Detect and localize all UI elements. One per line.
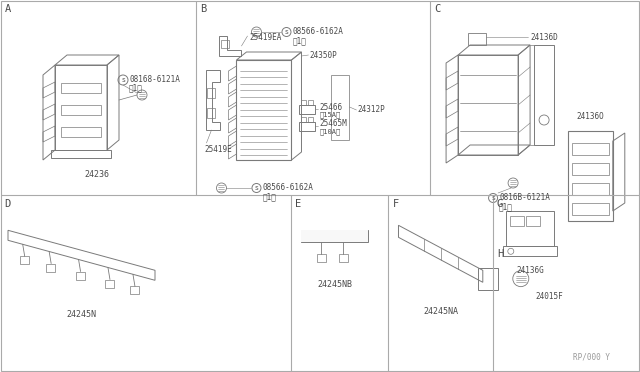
Bar [46,263,55,272]
Text: 24136D: 24136D [530,32,558,42]
Bar [301,100,307,105]
Bar [221,40,230,48]
Bar [458,55,518,155]
Bar [308,117,314,122]
Text: （1）: （1） [292,36,307,45]
Text: 25466: 25466 [319,103,342,112]
Text: 08566-6162A: 08566-6162A [262,183,314,192]
Bar [332,75,349,140]
Bar [301,230,369,242]
Text: 24245NA: 24245NA [423,307,458,316]
Text: C: C [434,4,440,14]
Text: （15A）: （15A） [319,112,340,118]
Text: 08168-6121A: 08168-6121A [129,76,180,84]
Text: 24136O: 24136O [577,112,604,121]
Text: S: S [492,196,495,201]
Bar [308,100,314,105]
Text: 24350P: 24350P [310,51,337,60]
Text: S: S [121,77,125,83]
Bar [572,143,609,155]
Bar [61,127,101,137]
Text: 24136G: 24136G [517,266,545,275]
Bar [468,33,486,45]
Text: S: S [255,186,259,190]
Bar [76,272,84,279]
Bar [534,45,554,145]
Bar [207,88,216,98]
Text: E: E [295,199,301,209]
Text: 24245NB: 24245NB [317,280,353,289]
Text: （1）: （1） [499,202,513,212]
Bar [510,216,524,226]
Text: 25419EA: 25419EA [250,33,282,42]
Text: （1）: （1） [262,192,276,202]
Text: （1）: （1） [129,83,143,93]
Bar [61,83,101,93]
Bar [300,122,316,131]
Bar [526,216,540,226]
Bar [339,254,349,262]
Text: D: D [4,199,10,209]
Text: 25465M: 25465M [319,119,348,128]
Bar [478,268,498,290]
Bar [568,131,613,221]
Bar [130,286,139,294]
Bar [572,203,609,215]
Text: 08566-6162A: 08566-6162A [292,28,343,36]
Text: 24015F: 24015F [536,292,564,301]
Bar [207,108,216,118]
Text: H: H [497,249,503,259]
Text: G: G [497,199,503,209]
Bar [301,117,307,122]
Text: 24312P: 24312P [358,106,385,115]
Text: 24236: 24236 [84,170,109,179]
Bar [55,65,107,150]
Text: 0816B-6121A: 0816B-6121A [499,193,550,202]
Text: S: S [285,29,289,35]
Bar [300,105,316,114]
Bar [572,183,609,195]
Bar [317,254,326,262]
Text: A: A [5,4,12,14]
Bar [20,256,29,264]
Bar [61,105,101,115]
Bar [506,211,554,246]
Bar [237,60,291,160]
Text: B: B [200,4,207,14]
Text: F: F [392,199,399,209]
Text: 24245N: 24245N [67,310,97,319]
Text: （10A）: （10A） [319,129,340,135]
Bar [105,279,114,288]
Bar [572,163,609,175]
Polygon shape [301,230,369,242]
Text: 25419E: 25419E [205,145,232,154]
Text: RP/000 Y: RP/000 Y [573,353,610,362]
